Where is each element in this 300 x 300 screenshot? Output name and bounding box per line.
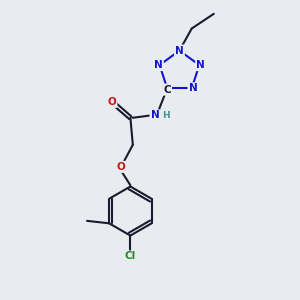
Text: O: O — [108, 97, 116, 107]
Text: N: N — [154, 60, 163, 70]
Text: N: N — [189, 83, 197, 93]
Text: H: H — [162, 111, 170, 120]
Text: C: C — [164, 85, 171, 94]
Text: N: N — [196, 60, 205, 70]
Text: O: O — [116, 162, 125, 172]
Text: N: N — [175, 46, 184, 56]
Text: Cl: Cl — [125, 251, 136, 261]
Text: N: N — [151, 110, 159, 120]
